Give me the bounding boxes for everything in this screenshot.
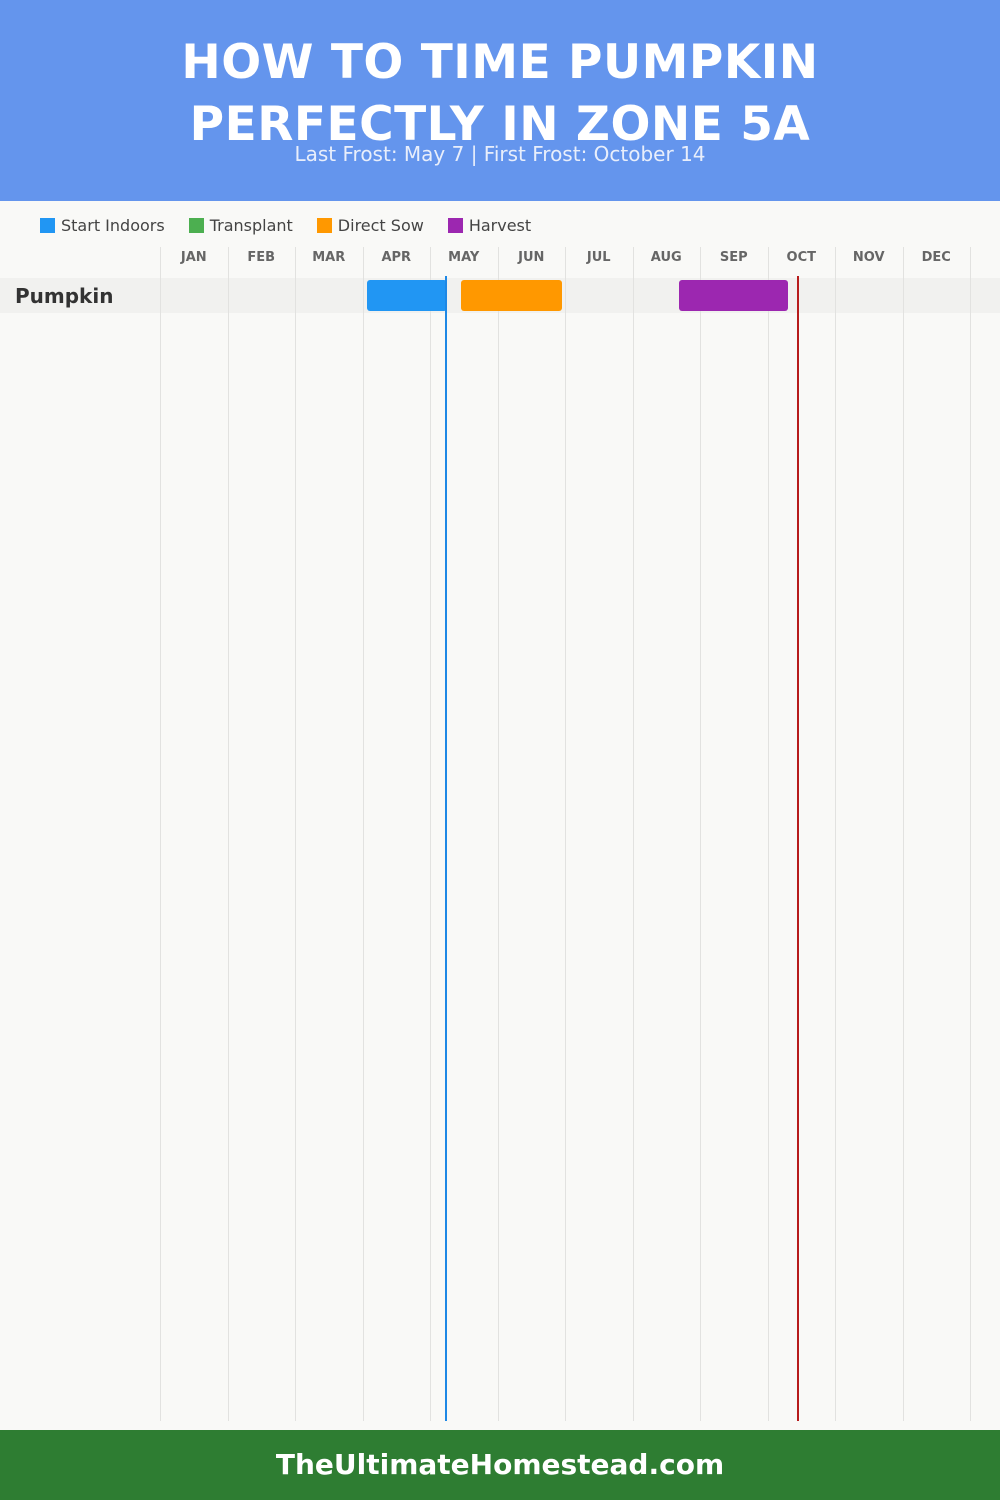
legend-swatch-transplant bbox=[188, 217, 204, 233]
legend-label-transplant: Transplant bbox=[209, 215, 293, 235]
month-label-aug: AUG bbox=[650, 250, 682, 265]
month-label-jun: JUN bbox=[518, 250, 545, 265]
first-frost-line bbox=[796, 276, 799, 1421]
frost-dates-subtitle: Last Frost: May 7 | First Frost: October… bbox=[294, 142, 706, 166]
last-frost-line bbox=[444, 276, 447, 1421]
header-banner: HOW TO TIME PUMPKIN PERFECTLY IN ZONE 5A… bbox=[0, 0, 1000, 201]
gridline bbox=[903, 247, 904, 1421]
legend-item-harvest: Harvest bbox=[447, 215, 532, 235]
gridline bbox=[160, 247, 161, 1421]
gridline bbox=[970, 247, 971, 1421]
gridline bbox=[700, 247, 701, 1421]
crop-label-pumpkin: Pumpkin bbox=[15, 284, 114, 308]
month-label-apr: APR bbox=[381, 250, 412, 265]
footer-banner: TheUltimateHomestead.com bbox=[0, 1430, 1000, 1500]
gridline bbox=[835, 247, 836, 1421]
legend-swatch-harvest bbox=[447, 217, 463, 233]
gridline bbox=[430, 247, 431, 1421]
legend-item-transplant: Transplant bbox=[188, 215, 293, 235]
bar-harvest bbox=[679, 280, 789, 311]
bar-direct-sow bbox=[461, 280, 563, 311]
chart-title: HOW TO TIME PUMPKIN PERFECTLY IN ZONE 5A bbox=[0, 32, 1000, 156]
month-label-jan: JAN bbox=[180, 250, 207, 265]
legend-swatch-direct-sow bbox=[316, 217, 332, 233]
gridline bbox=[565, 247, 566, 1421]
month-label-jul: JUL bbox=[586, 250, 611, 265]
legend-swatch-start-indoors bbox=[40, 217, 55, 233]
legend-label-harvest: Harvest bbox=[468, 215, 532, 235]
legend: Start Indoors Transplant Direct Sow Harv… bbox=[40, 214, 555, 236]
legend-label-direct-sow: Direct Sow bbox=[337, 215, 424, 235]
month-label-feb: FEB bbox=[247, 250, 276, 265]
month-label-mar: MAR bbox=[312, 250, 346, 265]
month-axis: JAN FEB MAR APR MAY JUN JUL AUG SEP OCT NOV DEC bbox=[160, 250, 970, 270]
legend-item-direct-sow: Direct Sow bbox=[316, 215, 424, 235]
month-label-nov: NOV bbox=[852, 250, 885, 265]
gridline bbox=[228, 247, 229, 1421]
bar-start-indoors bbox=[367, 280, 447, 311]
footer-site-link[interactable]: TheUltimateHomestead.com bbox=[275, 1448, 725, 1481]
legend-item-start-indoors: Start Indoors bbox=[40, 216, 165, 235]
title-line-1: HOW TO TIME PUMPKIN bbox=[181, 35, 819, 90]
month-label-dec: DEC bbox=[921, 250, 951, 265]
gridline bbox=[633, 247, 634, 1421]
gridline bbox=[295, 247, 296, 1421]
month-label-may: MAY bbox=[448, 250, 480, 265]
gridline bbox=[498, 247, 499, 1421]
legend-label-start-indoors: Start Indoors bbox=[61, 215, 165, 235]
month-label-sep: SEP bbox=[719, 250, 748, 265]
gridline bbox=[768, 247, 769, 1421]
month-label-oct: OCT bbox=[786, 250, 816, 265]
title-line-2: PERFECTLY IN ZONE 5A bbox=[189, 97, 811, 152]
gridline bbox=[363, 247, 364, 1421]
